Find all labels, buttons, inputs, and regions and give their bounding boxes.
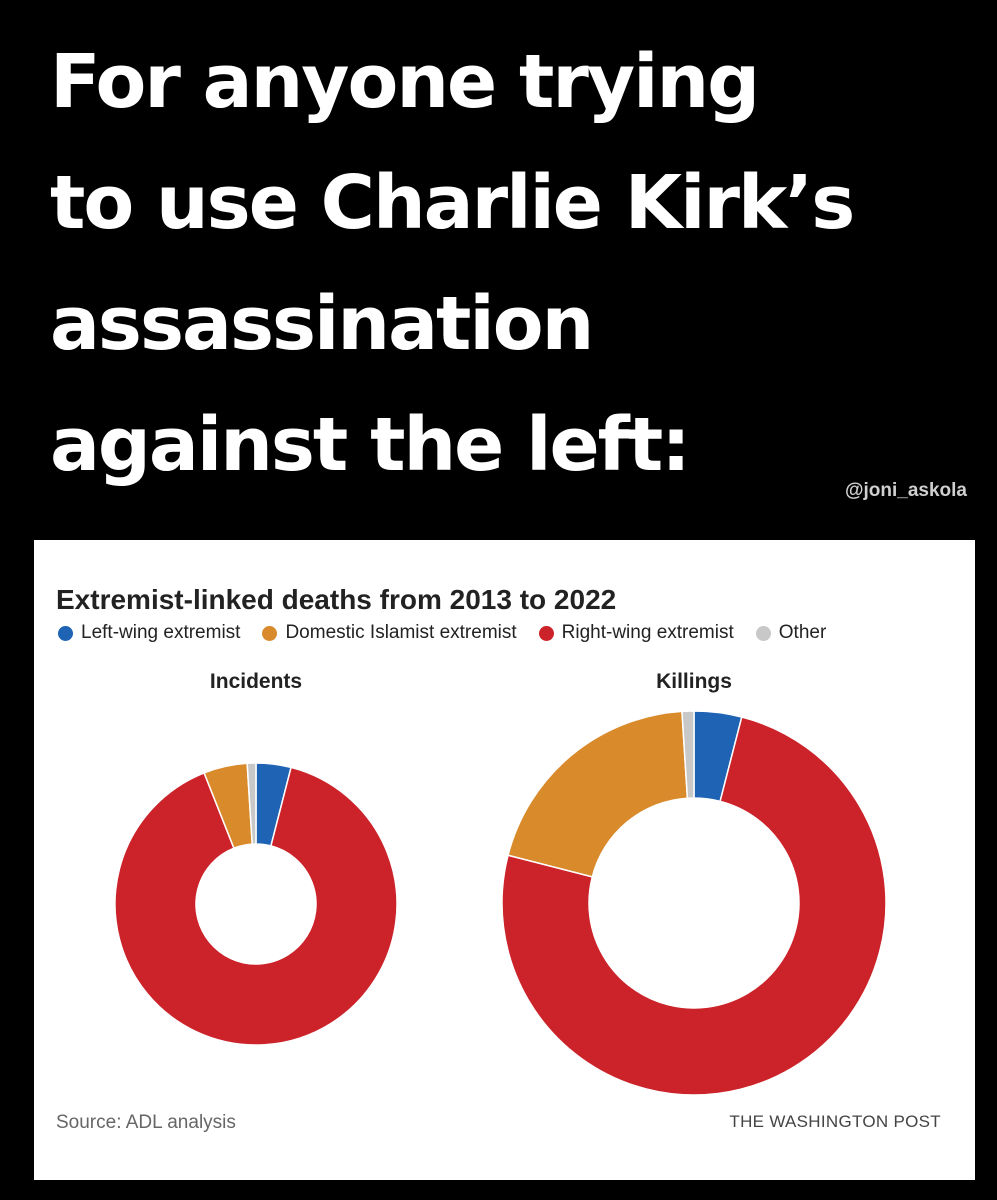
incidents-label: Incidents [209, 670, 303, 693]
watermark-handle: @joni_askola [844, 480, 967, 501]
killings-donut [501, 710, 887, 1096]
legend-swatch-left-wing [58, 625, 73, 641]
legend-swatch-islamist [262, 625, 278, 641]
headline-line-3: assassination [50, 281, 594, 367]
incidents-slice-right [114, 766, 398, 1046]
chart-card: Extremist-linked deaths from 2013 to 202… [34, 540, 975, 1180]
headline: For anyone trying to use Charlie Kirk’s … [50, 22, 970, 506]
legend-label-islamist: Domestic Islamist extremist [285, 622, 517, 643]
incidents-slice-other [246, 762, 257, 845]
killings-slice-islamist [507, 710, 689, 878]
legend-label-left-wing: Left-wing extremist [81, 622, 241, 643]
incidents-donut [114, 762, 398, 1046]
chart-title: Extremist-linked deaths from 2013 to 202… [56, 584, 617, 615]
chart-legend: Left-wing extremist Domestic Islamist ex… [58, 622, 848, 644]
chart-source: Source: ADL analysis [56, 1112, 236, 1133]
legend-swatch-right-wing [538, 625, 554, 641]
legend-item-left-wing: Left-wing extremist [58, 622, 240, 644]
chart-credit: THE WASHINGTON POST [729, 1112, 941, 1131]
killings-slice-right [501, 716, 887, 1096]
headline-line-2: to use Charlie Kirk’s [50, 160, 855, 246]
headline-line-1: For anyone trying [50, 39, 760, 125]
legend-label-other: Other [778, 622, 827, 643]
killings-label: Killings [656, 670, 732, 693]
legend-label-right-wing: Right-wing extremist [561, 622, 734, 643]
donut-charts [114, 710, 887, 1096]
headline-line-4: against the left: [50, 402, 691, 488]
legend-item-other: Other [755, 622, 827, 644]
legend-item-islamist: Domestic Islamist extremist [262, 622, 517, 644]
legend-item-right-wing: Right-wing extremist [538, 622, 734, 644]
killings-slice-other [681, 710, 695, 800]
legend-swatch-other [755, 625, 771, 641]
